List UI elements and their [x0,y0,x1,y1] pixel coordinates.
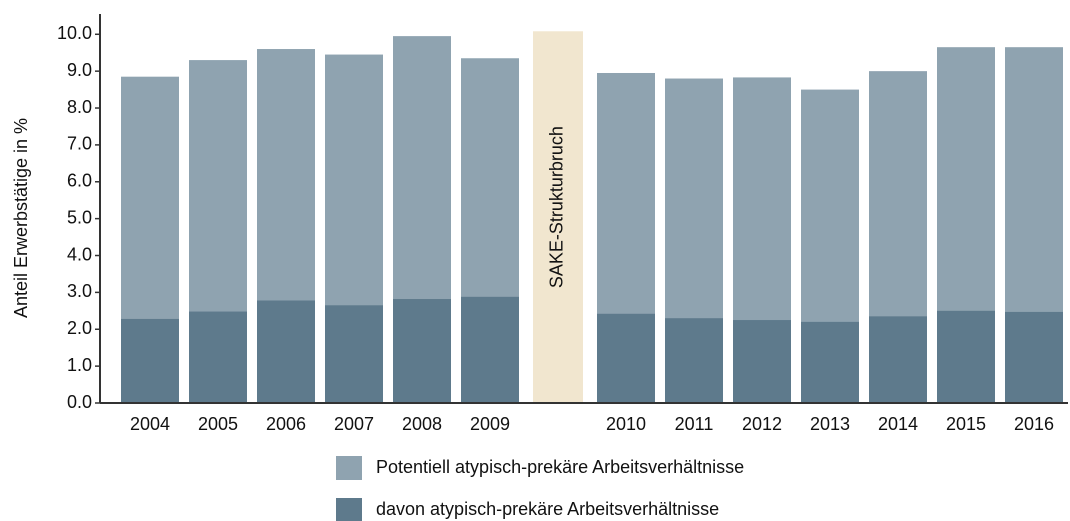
bar [869,316,927,403]
y-tick-label: 3.0 [67,281,92,301]
structural-break [533,31,583,403]
y-tick-label: 9.0 [67,60,92,80]
bar [189,311,247,403]
bar [801,321,859,403]
x-tick-label: 2011 [675,414,714,434]
x-tick-label: 2013 [810,414,850,434]
x-tick-label: 2016 [1014,414,1054,434]
bar [461,296,519,403]
x-tick-label: 2008 [402,414,442,434]
bar [937,310,995,403]
y-tick-label: 4.0 [67,244,92,264]
y-tick-label: 10.0 [57,23,92,43]
bar [257,300,315,403]
y-tick-label: 5.0 [67,207,92,227]
legend-swatch [336,456,362,480]
x-tick-label: 2005 [198,414,238,434]
y-tick-label: 8.0 [67,97,92,117]
bar [393,299,451,403]
annotation: SAKE-Strukturbruch [547,126,567,288]
x-tick-label: 2012 [742,414,782,434]
y-tick-label: 2.0 [67,318,92,338]
legend-label: Potentiell atypisch-prekäre Arbeitsverhä… [376,457,744,477]
bar [121,318,179,403]
bar [665,318,723,403]
y-axis-label: Anteil Erwerbstätige in % [11,118,31,318]
bar [1005,311,1063,403]
x-tick-label: 2009 [470,414,510,434]
y-tick-label: 0.0 [67,392,92,412]
bar [325,305,383,403]
x-tick-label: 2006 [266,414,306,434]
legend-swatch [336,498,362,521]
x-tick-label: 2007 [334,414,374,434]
y-tick-label: 1.0 [67,355,92,375]
y-tick-label: 7.0 [67,134,92,154]
bar [733,320,791,403]
x-tick-label: 2004 [130,414,170,434]
x-tick-label: 2014 [878,414,918,434]
legend-label: davon atypisch-prekäre Arbeitsverhältnis… [376,499,719,519]
x-tick-label: 2010 [606,414,646,434]
bar [597,313,655,403]
y-tick-label: 6.0 [67,171,92,191]
x-tick-label: 2015 [946,414,986,434]
